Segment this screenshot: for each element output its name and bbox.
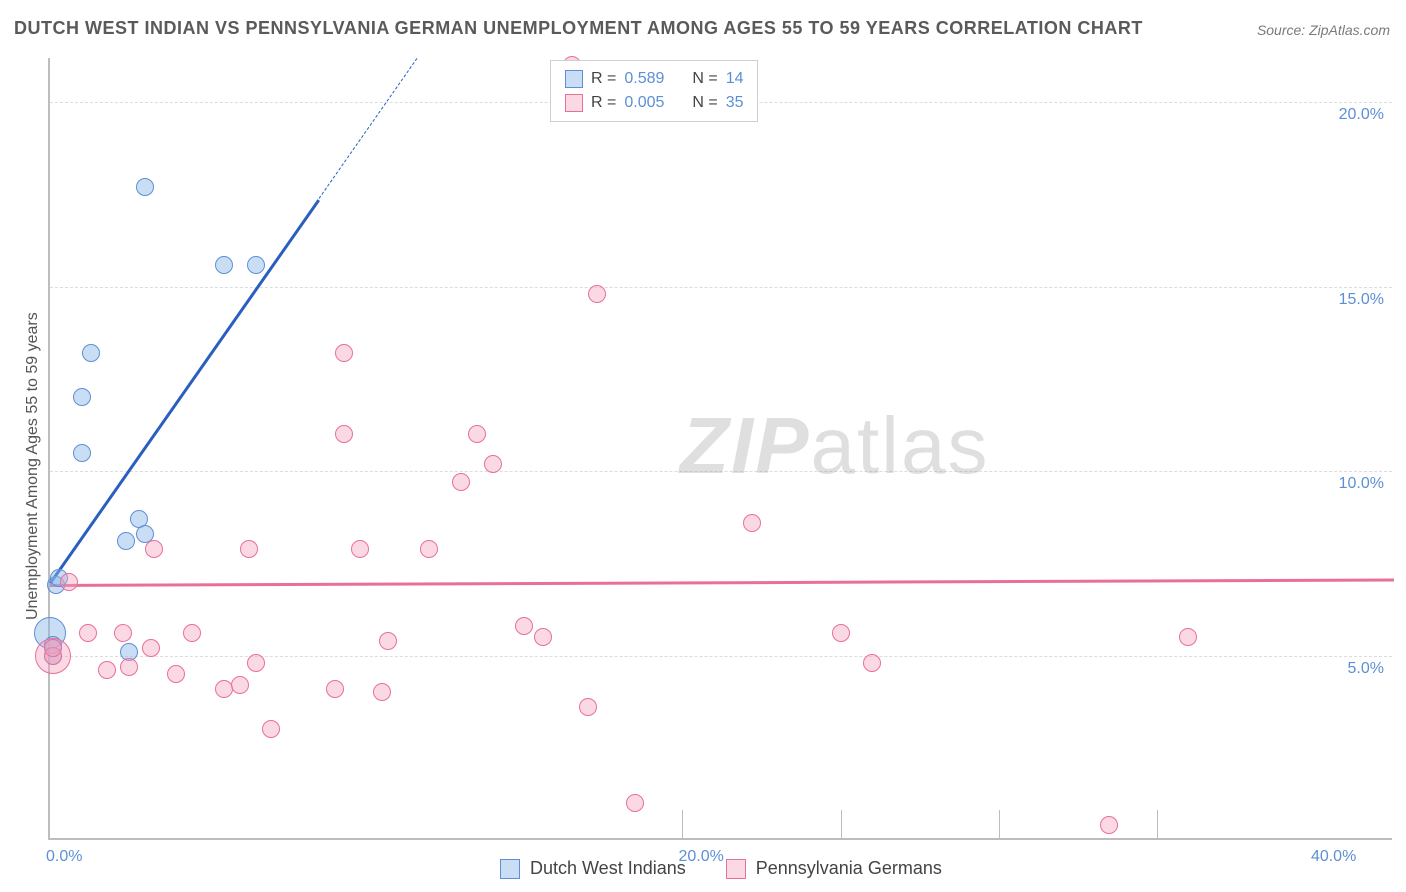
data-point [183, 624, 201, 642]
source-attribution: Source: ZipAtlas.com [1257, 22, 1390, 38]
data-point [626, 794, 644, 812]
legend-swatch [565, 94, 583, 112]
data-point [120, 658, 138, 676]
data-point [114, 624, 132, 642]
legend-label: Pennsylvania Germans [756, 858, 942, 879]
data-point [44, 639, 62, 657]
data-point [231, 676, 249, 694]
legend-item: Pennsylvania Germans [726, 858, 942, 879]
x-tick-mark [682, 810, 683, 840]
data-point [73, 444, 91, 462]
data-point [73, 388, 91, 406]
data-point [79, 624, 97, 642]
data-point [484, 455, 502, 473]
y-axis-label: Unemployment Among Ages 55 to 59 years [24, 312, 42, 620]
scatter-plot: 5.0% 10.0% 15.0% 20.0% [48, 58, 1392, 840]
data-point [215, 256, 233, 274]
data-point [863, 654, 881, 672]
data-point [335, 344, 353, 362]
data-point [832, 624, 850, 642]
data-point [468, 425, 486, 443]
legend-row: R =0.589N =14 [565, 67, 743, 91]
y-tick-label: 20.0% [1339, 106, 1384, 124]
data-point [82, 344, 100, 362]
data-point [326, 680, 344, 698]
data-point [420, 540, 438, 558]
data-point [98, 661, 116, 679]
data-point [142, 639, 160, 657]
x-tick-label: 40.0% [1311, 848, 1356, 866]
legend-label: Dutch West Indians [530, 858, 686, 879]
trend-line [49, 199, 320, 584]
data-point [136, 178, 154, 196]
data-point [167, 665, 185, 683]
data-point [247, 654, 265, 672]
legend-swatch [500, 859, 520, 879]
x-tick-mark [841, 810, 842, 840]
x-tick-mark [1157, 810, 1158, 840]
legend-swatch [565, 70, 583, 88]
x-tick-mark [999, 810, 1000, 840]
grid-line [50, 287, 1392, 288]
legend-swatch [726, 859, 746, 879]
data-point [515, 617, 533, 635]
data-point [579, 698, 597, 716]
legend-row: R =0.005N =35 [565, 91, 743, 115]
correlation-legend: R =0.589N =14R =0.005N =35 [550, 60, 758, 122]
data-point [379, 632, 397, 650]
y-tick-label: 15.0% [1339, 291, 1384, 309]
data-point [743, 514, 761, 532]
chart-title: DUTCH WEST INDIAN VS PENNSYLVANIA GERMAN… [14, 18, 1143, 39]
x-tick-label: 20.0% [678, 848, 723, 866]
data-point [351, 540, 369, 558]
data-point [452, 473, 470, 491]
data-point [335, 425, 353, 443]
data-point [240, 540, 258, 558]
trend-line [318, 58, 417, 199]
data-point [247, 256, 265, 274]
data-point [588, 285, 606, 303]
data-point [117, 532, 135, 550]
trend-line [50, 578, 1394, 586]
grid-line [50, 471, 1392, 472]
y-tick-label: 10.0% [1339, 475, 1384, 493]
x-tick-label: 0.0% [46, 848, 82, 866]
data-point [534, 628, 552, 646]
data-point [145, 540, 163, 558]
data-point [1179, 628, 1197, 646]
y-tick-label: 5.0% [1348, 660, 1384, 678]
data-point [262, 720, 280, 738]
data-point [1100, 816, 1118, 834]
data-point [60, 573, 78, 591]
data-point [373, 683, 391, 701]
legend-item: Dutch West Indians [500, 858, 686, 879]
